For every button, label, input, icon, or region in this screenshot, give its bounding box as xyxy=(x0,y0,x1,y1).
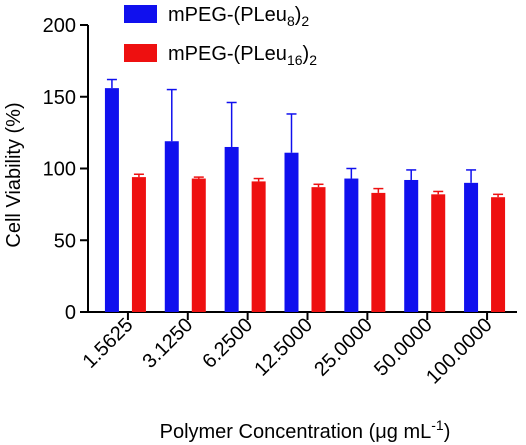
bar-series-1 xyxy=(104,88,119,312)
x-tick-label: 12.5000 xyxy=(250,314,317,381)
y-tick-label: 200 xyxy=(43,15,76,37)
y-tick-label: 0 xyxy=(65,302,76,324)
legend-swatch xyxy=(124,44,157,62)
x-tick-label: 100.0000 xyxy=(422,314,497,389)
bar-series-2 xyxy=(191,178,206,312)
legend-swatch xyxy=(124,5,157,23)
bar-series-1 xyxy=(344,178,359,312)
x-tick-label: 1.5625 xyxy=(79,314,138,373)
bar-series-2 xyxy=(371,192,386,312)
y-tick-label: 100 xyxy=(43,159,76,181)
y-tick-label: 50 xyxy=(54,230,76,252)
bar-series-1 xyxy=(284,152,299,312)
y-tick-label: 150 xyxy=(43,87,76,109)
bar-series-2 xyxy=(431,194,446,312)
legend-label: mPEG-(PLeu8)2 xyxy=(168,4,309,29)
bars xyxy=(104,78,506,312)
legend: mPEG-(PLeu8)2 mPEG-(PLeu16)2 xyxy=(124,4,317,68)
bar-series-1 xyxy=(224,146,239,312)
bar-series-1 xyxy=(404,179,419,312)
bar-series-1 xyxy=(164,141,179,312)
x-axis-title: Polymer Concentration (μg mL-1) xyxy=(160,417,451,443)
x-tick-label: 25.0000 xyxy=(310,314,377,381)
bar-series-2 xyxy=(131,177,146,312)
bar-series-2 xyxy=(251,181,266,312)
legend-label: mPEG-(PLeu16)2 xyxy=(168,43,317,68)
y-axis-title: Cell Viability (%) xyxy=(3,102,25,247)
bar-series-2 xyxy=(311,187,326,312)
bar-series-1 xyxy=(464,182,479,312)
x-tick-label: 6.2500 xyxy=(198,314,257,373)
bar-series-2 xyxy=(491,197,506,312)
x-tick-label: 3.1250 xyxy=(139,314,198,373)
